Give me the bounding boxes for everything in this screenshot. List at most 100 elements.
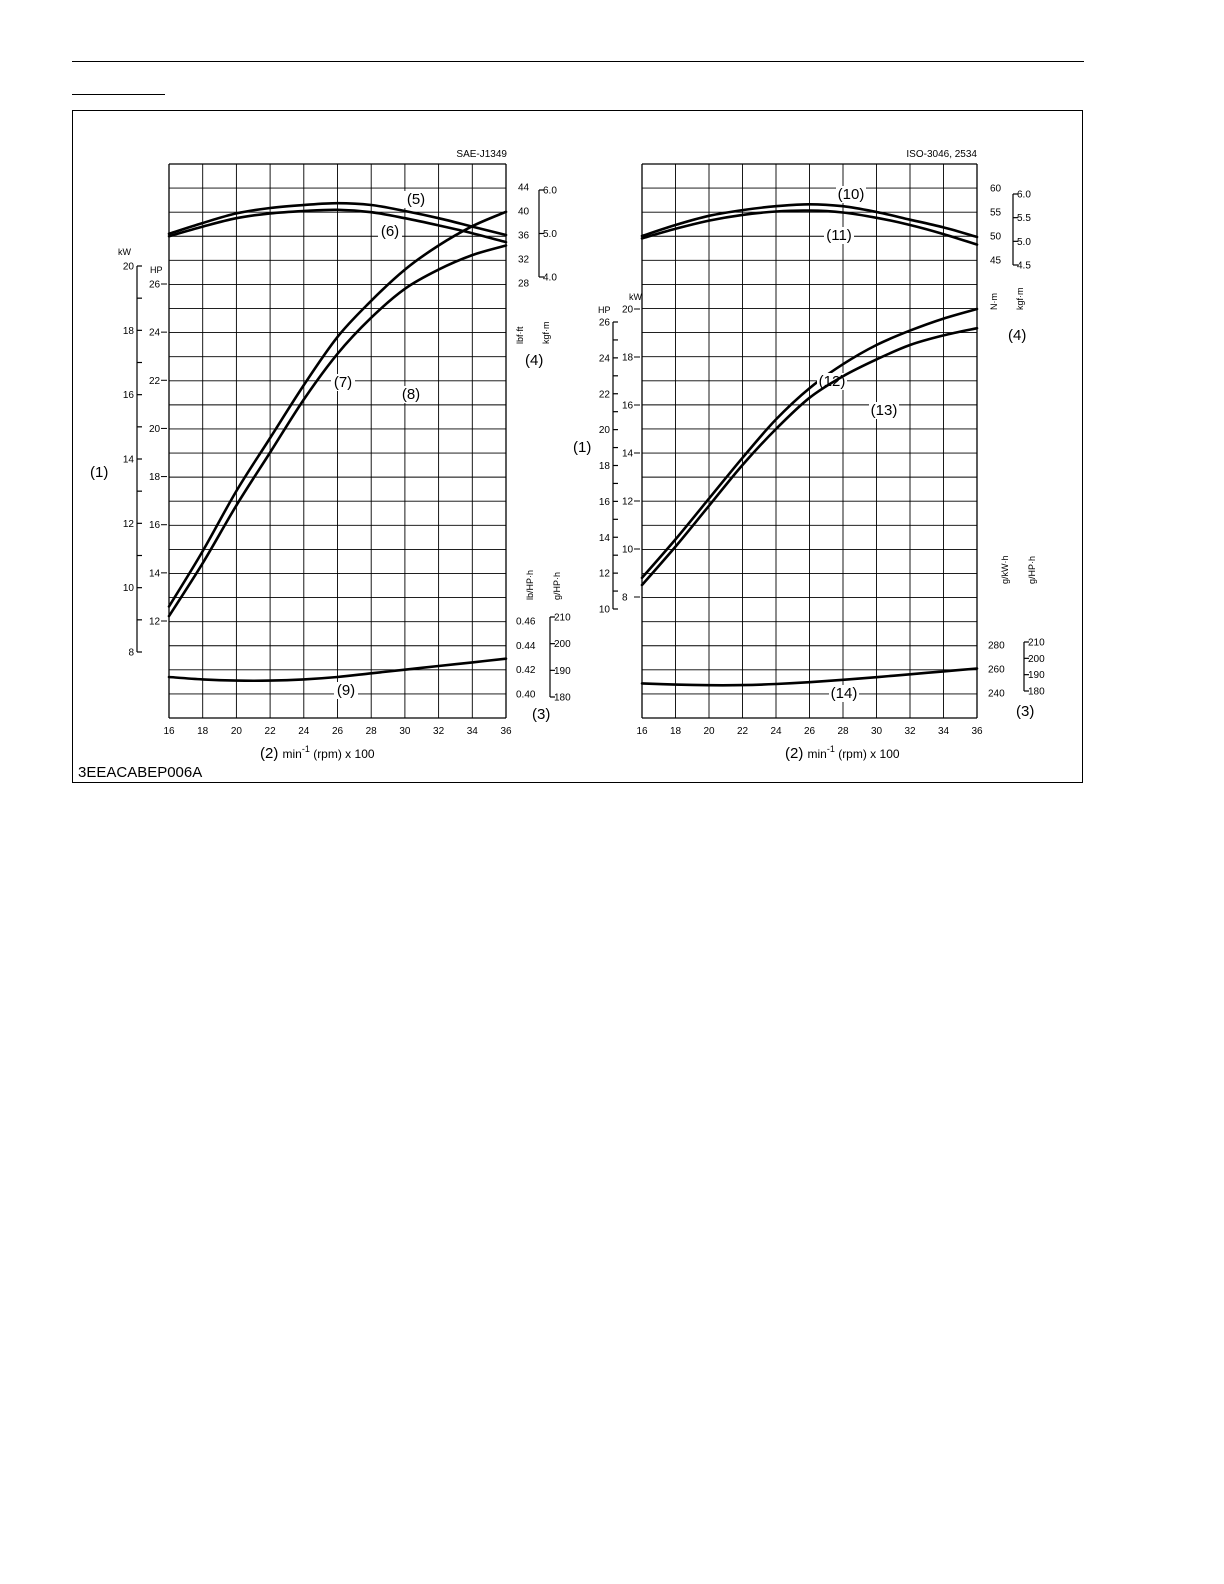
power-outer-tick-label: 20 (123, 262, 135, 273)
x-tick-label: 26 (332, 726, 344, 737)
power-inner-tick-label: 14 (149, 568, 161, 579)
torque-right-scale-tick-label: 6.0 (1017, 190, 1031, 201)
power-kw-unit: kW (629, 292, 643, 302)
series-label-14: (14) (831, 685, 858, 702)
x-tick-label: 28 (366, 726, 378, 737)
series-label-background (378, 223, 402, 240)
figure-code: 3EEACABEP006A (78, 764, 203, 781)
torque-unit-1: lbf·ft (515, 326, 525, 344)
torque-right-scale-tick-label: 6.0 (543, 186, 557, 197)
fuel-right-scale-tick-label: 190 (554, 666, 571, 677)
power-outer-tick-label: 8 (128, 648, 134, 659)
standard-label: SAE-J1349 (456, 149, 507, 160)
fuel-right-scale-tick-label: 180 (554, 693, 571, 704)
series-label-background (824, 227, 854, 244)
torque-tick-label: 32 (518, 255, 530, 266)
fuel-right-scale-tick-label: 210 (1028, 638, 1045, 649)
series-label-6: (6) (381, 223, 399, 240)
series-line-10 (640, 202, 979, 239)
torque-tick-label: 55 (990, 208, 1002, 219)
chart-grid (168, 163, 507, 719)
series-line-11 (640, 209, 979, 246)
fuel-right-scale: 210 200 190 180 (1023, 638, 1045, 698)
power-left-scale (612, 321, 618, 610)
power-outer-tick-label: 20 (599, 425, 611, 436)
power-axis-number: (1) (573, 439, 591, 456)
power-axis-number: (1) (90, 464, 108, 481)
power-left-scale (136, 265, 142, 653)
power-outer-tick-label: 18 (123, 326, 135, 337)
series-line-9 (167, 657, 508, 683)
fuel-right-scale-tick-label: 200 (554, 639, 571, 650)
power-inner-tick-label: 16 (149, 520, 161, 531)
series-label-13: (13) (871, 402, 898, 419)
series-label-8: (8) (402, 386, 420, 403)
x-tick-label: 22 (265, 726, 277, 737)
torque-right-scale: 6.0 5.5 5.0 4.5 (1012, 190, 1031, 272)
x-tick-label: 16 (636, 726, 648, 737)
series-label-background (404, 191, 428, 208)
power-inner-tick-label: 22 (149, 376, 161, 387)
torque-tick-label: 28 (518, 279, 530, 290)
x-tick-label: 34 (938, 726, 950, 737)
x-tick-label: 24 (298, 726, 310, 737)
series-line-12 (640, 307, 979, 580)
fuel-tick-label: 240 (988, 689, 1005, 700)
x-tick-label: 32 (904, 726, 916, 737)
series-line-14 (640, 667, 979, 687)
power-outer-tick-label: 14 (123, 455, 135, 466)
x-tick-label: 22 (737, 726, 749, 737)
header-rule (72, 61, 1084, 62)
fuel-right-scale-tick-label: 180 (1028, 687, 1045, 698)
x-tick-label: 34 (467, 726, 479, 737)
x-tick-label: 36 (971, 726, 983, 737)
torque-right-scale-tick-label: 4.5 (1017, 261, 1031, 272)
torque-tick-label: 50 (990, 232, 1002, 243)
power-hp-unit: HP (150, 265, 163, 275)
power-outer-tick-label: 18 (599, 461, 611, 472)
fuel-unit-1: lb/HP·h (525, 570, 535, 600)
power-outer-tick-label: 16 (123, 390, 135, 401)
x-axis-label: (2) min-1 (rpm) x 100 (785, 744, 900, 762)
figure-frame (72, 110, 1083, 783)
standard-label: ISO-3046, 2534 (906, 149, 977, 160)
torque-tick-label: 36 (518, 231, 530, 242)
fuel-right-scale: 210 200 190 180 (549, 613, 571, 704)
power-inner-tick-label: 18 (622, 353, 634, 364)
power-outer-tick-label: 16 (599, 497, 611, 508)
fuel-tick-label: 0.42 (516, 665, 536, 676)
torque-right-scale-tick-label: 5.0 (1017, 237, 1031, 248)
chart-panel-2: 16 18 20 22 24 26 28 30 32 34 36 (2) min-1 (rpm) x … (573, 149, 1045, 762)
power-outer-tick-label: 26 (599, 318, 611, 329)
x-tick-label: 30 (871, 726, 883, 737)
fuel-tick-label: 0.44 (516, 641, 536, 652)
power-inner-tick-label: 24 (149, 328, 161, 339)
fuel-unit-2: g/HP·h (1027, 556, 1037, 584)
torque-unit-1: N·m (989, 293, 999, 310)
series-label-9: (9) (337, 682, 355, 699)
power-outer-tick-label: 10 (123, 583, 135, 594)
power-outer-tick-label: 22 (599, 389, 611, 400)
x-tick-label: 26 (804, 726, 816, 737)
torque-tick-label: 45 (990, 256, 1002, 267)
series-line-6 (167, 208, 508, 244)
power-inner-tick-label: 14 (622, 449, 634, 460)
x-tick-label: 16 (163, 726, 175, 737)
fuel-tick-label: 0.40 (516, 690, 536, 701)
fuel-unit-1: g/kW·h (1000, 555, 1010, 584)
fuel-tick-label: 260 (988, 665, 1005, 676)
torque-tick-label: 44 (518, 183, 530, 194)
power-outer-tick-label: 12 (599, 569, 611, 580)
torque-right-scale-tick-label: 5.5 (1017, 213, 1031, 224)
power-inner-tick-label: 12 (149, 617, 161, 628)
fuel-tick-label: 0.46 (516, 617, 536, 628)
x-tick-label: 30 (399, 726, 411, 737)
power-outer-tick-label: 10 (599, 605, 611, 616)
fuel-right-scale-tick-label: 200 (1028, 654, 1045, 665)
series-label-10: (10) (838, 186, 865, 203)
series-line-8 (167, 244, 508, 618)
x-tick-label: 28 (837, 726, 849, 737)
torque-tick-label: 60 (990, 184, 1002, 195)
power-inner-tick-label: 26 (149, 280, 161, 291)
chart-panel-1: 16 18 20 22 24 26 28 30 32 34 36 (2) min-1 (rpm) x … (90, 149, 571, 762)
